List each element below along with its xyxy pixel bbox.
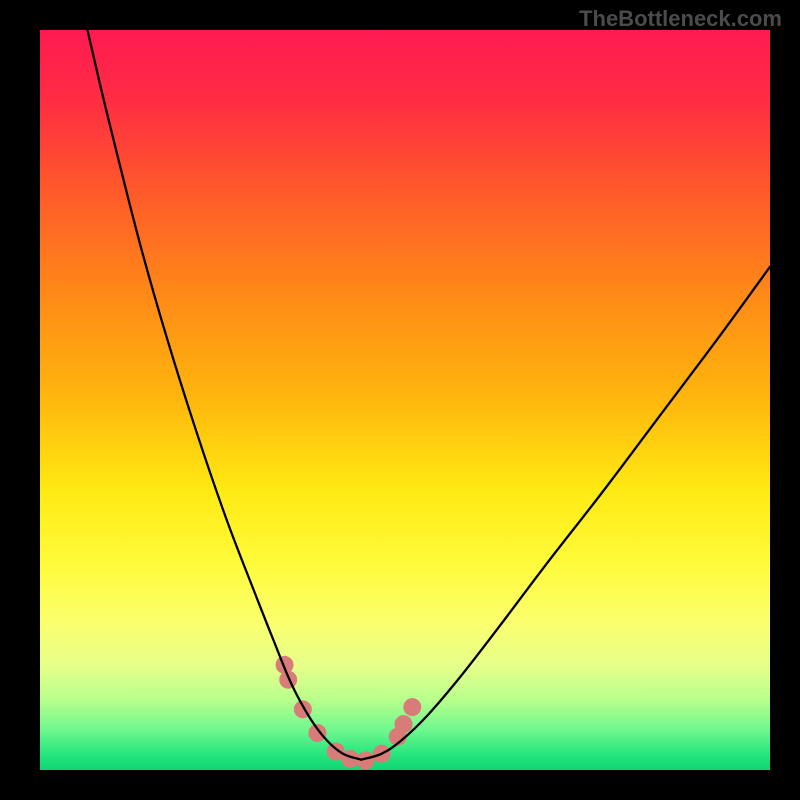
marker-point xyxy=(308,724,326,742)
marker-group xyxy=(276,656,422,769)
curve-right-branch xyxy=(361,267,770,760)
plot-area xyxy=(40,30,770,770)
watermark-label: TheBottleneck.com xyxy=(579,6,782,32)
bottleneck-chart xyxy=(40,30,770,770)
curve-left-branch xyxy=(87,30,361,760)
marker-point xyxy=(357,751,375,769)
marker-point xyxy=(403,698,421,716)
marker-point xyxy=(279,671,297,689)
marker-point xyxy=(395,715,413,733)
